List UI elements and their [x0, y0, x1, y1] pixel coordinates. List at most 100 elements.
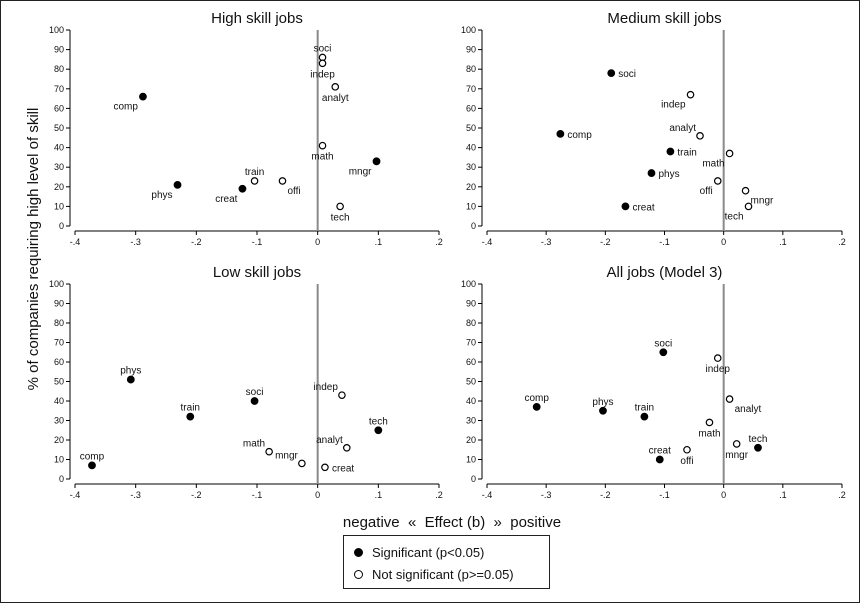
- point-label: analyt: [669, 123, 696, 134]
- not-significant-point: [318, 141, 327, 150]
- point-label: train: [677, 148, 696, 159]
- significant-point: [372, 157, 381, 166]
- y-tick-label: 10: [466, 455, 476, 465]
- not-significant-point: [342, 443, 351, 452]
- point-label: train: [245, 167, 264, 178]
- y-tick-label: 30: [54, 416, 64, 426]
- y-tick-label: 60: [466, 357, 476, 367]
- y-tick-label: 90: [54, 299, 64, 309]
- point-label: train: [181, 403, 200, 414]
- point-label: soci: [618, 69, 636, 80]
- not-significant-point: [725, 149, 734, 158]
- point-label: comp: [113, 102, 138, 113]
- legend-item-not-significant: Not significant (p>=0.05): [354, 564, 514, 584]
- y-tick-label: 70: [54, 338, 64, 348]
- point-label: mngr: [751, 196, 774, 207]
- y-tick-label: 50: [54, 377, 64, 387]
- y-tick-label: 20: [466, 435, 476, 445]
- point-label: soci: [654, 338, 672, 349]
- x-tick-label: .2: [435, 237, 443, 247]
- y-tick-label: 50: [466, 123, 476, 133]
- y-axis-label: % of companies requiring high level of s…: [25, 108, 42, 391]
- y-tick-label: 40: [54, 396, 64, 406]
- point-label: soci: [314, 43, 332, 54]
- significant-point: [599, 406, 607, 415]
- y-tick-label: 40: [54, 143, 64, 153]
- not-significant-point: [725, 395, 734, 403]
- point-label: tech: [369, 416, 388, 427]
- y-tick-label: 100: [461, 279, 476, 289]
- x-tick-label: -.2: [191, 490, 202, 500]
- significant-point: [659, 348, 668, 357]
- x-tick-label: .2: [838, 237, 846, 247]
- point-label: mngr: [275, 450, 298, 461]
- point-label: indep: [313, 382, 338, 393]
- legend: Significant (p<0.05) Not significant (p>…: [343, 535, 550, 589]
- panel-title: All jobs (Model 3): [607, 264, 723, 281]
- legend-label-not-significant: Not significant (p>=0.05): [372, 566, 514, 582]
- y-tick-label: 30: [466, 162, 476, 172]
- y-tick-label: 10: [54, 455, 64, 465]
- panel-title: Low skill jobs: [213, 264, 301, 281]
- y-tick-label: 80: [54, 64, 64, 74]
- significant-point: [374, 426, 383, 435]
- point-label: phys: [592, 397, 613, 408]
- point-label: mngr: [349, 166, 372, 177]
- chart-panel-3: Low skill jobs 0 10 20 30 40 50 60 70 80 90 100 -.4 -…: [49, 264, 443, 500]
- significant-point: [173, 180, 182, 189]
- y-tick-label: 70: [466, 338, 476, 348]
- y-tick-label: 100: [49, 25, 64, 35]
- point-label: analyt: [316, 435, 343, 446]
- point-label: phys: [658, 169, 679, 180]
- point-label: creat: [215, 194, 237, 205]
- x-tick-label: 0: [315, 490, 320, 500]
- x-tick-label: -.3: [541, 237, 552, 247]
- significant-point: [238, 184, 247, 193]
- point-label: offi: [700, 186, 713, 197]
- significant-point: [754, 443, 762, 452]
- not-significant-point: [250, 177, 259, 185]
- x-tick-label: -.3: [541, 490, 552, 500]
- not-significant-point: [331, 83, 340, 91]
- point-label: analyt: [735, 404, 762, 415]
- filled-circle-icon: [354, 547, 363, 557]
- y-tick-label: 80: [54, 318, 64, 328]
- y-tick-label: 70: [466, 84, 476, 94]
- significant-point: [556, 129, 565, 138]
- x-tick-label: -.2: [191, 237, 202, 247]
- y-tick-label: 0: [59, 221, 64, 231]
- x-tick-label: .2: [838, 490, 846, 500]
- point-label: indep: [310, 69, 335, 80]
- point-label: mngr: [725, 450, 748, 461]
- significant-point: [88, 461, 96, 470]
- y-tick-label: 20: [54, 435, 64, 445]
- not-significant-point: [318, 59, 327, 68]
- y-tick-label: 90: [466, 45, 476, 55]
- x-tick-label: -.2: [600, 237, 611, 247]
- y-tick-label: 40: [466, 143, 476, 153]
- y-tick-label: 90: [54, 45, 64, 55]
- x-tick-label: .1: [375, 490, 383, 500]
- y-tick-label: 10: [466, 201, 476, 211]
- point-label: indep: [706, 364, 731, 375]
- significant-point: [186, 412, 195, 421]
- point-label: soci: [246, 387, 264, 398]
- not-significant-point: [686, 90, 695, 99]
- x-tick-label: .1: [779, 237, 787, 247]
- point-label: comp: [567, 130, 592, 141]
- y-tick-label: 60: [466, 103, 476, 113]
- significant-point: [647, 169, 656, 177]
- not-significant-point: [744, 202, 753, 211]
- significant-point: [126, 375, 135, 384]
- point-label: offi: [287, 186, 300, 197]
- y-tick-label: 30: [54, 162, 64, 172]
- y-tick-label: 100: [49, 279, 64, 289]
- x-tick-label: -.4: [482, 237, 493, 247]
- x-tick-label: -.2: [600, 490, 611, 500]
- x-tick-label: -.3: [130, 490, 141, 500]
- chart-panel-1: High skill jobs 0 10 20 30 40 50 60 70 80 90 100 -.4…: [49, 10, 443, 247]
- not-significant-point: [336, 202, 344, 211]
- point-label: creat: [332, 463, 354, 474]
- y-tick-label: 60: [54, 357, 64, 367]
